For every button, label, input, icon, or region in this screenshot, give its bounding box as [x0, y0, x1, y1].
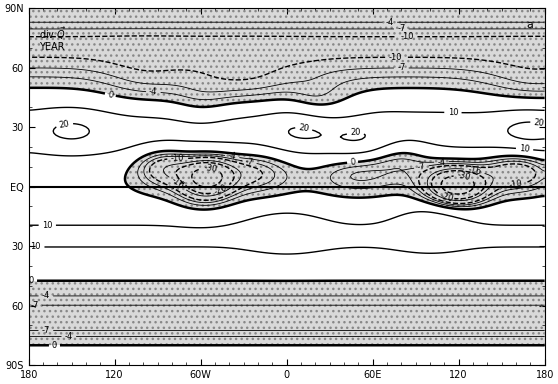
Point: [282, 184, 291, 190]
Text: -7: -7: [397, 25, 406, 33]
Text: 20: 20: [350, 128, 361, 137]
Text: -10: -10: [171, 154, 185, 163]
Text: YEAR: YEAR: [39, 42, 64, 52]
Text: -4: -4: [42, 291, 50, 300]
Text: -20: -20: [440, 191, 455, 204]
Text: 10: 10: [519, 144, 530, 154]
Text: -10: -10: [389, 53, 402, 62]
Text: -7: -7: [416, 162, 426, 172]
Text: -4: -4: [149, 88, 158, 97]
Text: -20: -20: [213, 184, 229, 197]
Text: -7: -7: [397, 63, 406, 73]
Text: -30: -30: [456, 170, 472, 183]
Text: 20: 20: [533, 118, 545, 128]
Text: -4: -4: [65, 332, 73, 341]
Text: 10: 10: [31, 242, 41, 252]
Text: div $\vec{Q}$: div $\vec{Q}$: [39, 26, 66, 42]
Text: 10: 10: [448, 108, 458, 117]
Text: 20: 20: [59, 119, 70, 129]
Text: 0: 0: [349, 157, 355, 167]
Text: -16: -16: [467, 165, 482, 177]
Text: -30: -30: [203, 163, 218, 174]
Text: -4: -4: [386, 18, 394, 27]
Text: -10: -10: [508, 179, 523, 190]
Text: -7: -7: [244, 157, 254, 167]
Text: 0: 0: [29, 276, 34, 285]
Text: 20: 20: [298, 123, 310, 133]
Text: 0: 0: [107, 90, 114, 99]
Text: 10: 10: [42, 221, 52, 230]
Text: -7: -7: [30, 301, 39, 310]
Text: -10: -10: [400, 32, 414, 41]
Text: -16: -16: [170, 176, 186, 191]
Text: -7: -7: [42, 326, 50, 335]
Text: -4: -4: [437, 157, 446, 167]
Text: -4: -4: [228, 152, 237, 162]
Text: a: a: [526, 20, 533, 30]
Text: 0: 0: [52, 341, 57, 350]
